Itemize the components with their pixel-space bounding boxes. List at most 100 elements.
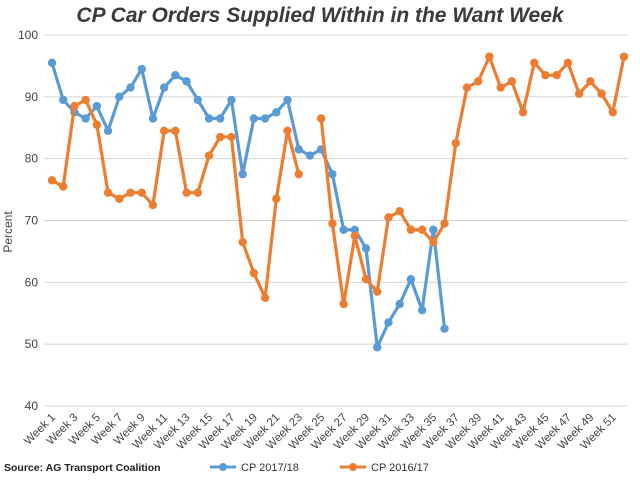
series-cp-2017-18 xyxy=(47,58,449,352)
data-point xyxy=(249,114,259,123)
series-line xyxy=(50,62,447,349)
data-point xyxy=(283,95,292,105)
data-point xyxy=(92,101,102,111)
data-point xyxy=(429,237,438,247)
data-point xyxy=(216,114,225,123)
legend-label: CP 2017/18 xyxy=(241,462,299,474)
data-point xyxy=(361,244,371,253)
data-point xyxy=(137,64,146,74)
data-point xyxy=(193,188,203,197)
data-point xyxy=(204,151,214,160)
data-point xyxy=(182,188,191,197)
data-point xyxy=(395,299,404,309)
data-point xyxy=(272,194,281,204)
data-point xyxy=(216,132,225,142)
data-point xyxy=(70,101,79,111)
series-line xyxy=(319,55,626,306)
data-point xyxy=(260,293,270,302)
data-point xyxy=(171,70,180,80)
data-point xyxy=(574,89,584,98)
y-tick-label: 50 xyxy=(25,337,39,351)
data-point xyxy=(462,83,472,92)
data-point xyxy=(417,305,427,315)
data-point xyxy=(126,188,135,197)
series-cp-2016-17 xyxy=(47,52,629,309)
data-point xyxy=(530,58,539,68)
data-point xyxy=(294,169,303,179)
data-point xyxy=(507,77,517,86)
data-point xyxy=(81,95,90,105)
data-point xyxy=(541,70,550,80)
data-point xyxy=(406,225,416,234)
data-point xyxy=(451,139,460,148)
data-point xyxy=(159,83,169,92)
data-point xyxy=(440,324,449,333)
data-point xyxy=(384,213,393,222)
y-tick-label: 90 xyxy=(25,90,39,104)
source-note: Source: AG Transport Coalition xyxy=(4,462,161,474)
data-point xyxy=(137,188,146,197)
data-point xyxy=(238,237,247,247)
data-point xyxy=(339,299,348,309)
data-point xyxy=(227,132,236,142)
data-point xyxy=(59,95,68,105)
legend-label: CP 2016/17 xyxy=(371,462,429,474)
legend-swatch-marker xyxy=(219,463,227,471)
grid-lines xyxy=(44,34,628,407)
data-point xyxy=(586,77,595,86)
data-point xyxy=(81,114,90,123)
legend: CP 2017/18 CP 2016/17 xyxy=(210,462,429,474)
data-point xyxy=(294,145,303,154)
data-point xyxy=(373,343,382,352)
legend-item: CP 2017/18 xyxy=(210,462,299,474)
data-point xyxy=(328,169,337,179)
y-tick-label: 80 xyxy=(25,152,39,166)
y-tick-label: 100 xyxy=(18,28,38,42)
data-point xyxy=(473,77,483,86)
data-point xyxy=(47,58,57,68)
data-point xyxy=(59,182,68,191)
y-axis-label: Percent xyxy=(1,211,15,253)
y-tick-labels: 40 50 60 70 80 90 100 xyxy=(18,28,38,413)
data-point xyxy=(227,95,236,105)
data-point xyxy=(328,219,337,228)
data-point xyxy=(406,275,416,284)
data-point xyxy=(395,207,404,216)
data-point xyxy=(608,108,617,117)
data-point xyxy=(92,120,102,129)
data-point xyxy=(283,126,292,136)
data-point xyxy=(103,126,113,136)
data-point xyxy=(563,58,573,68)
data-point xyxy=(115,92,124,102)
data-point xyxy=(249,268,259,278)
data-point xyxy=(148,114,158,123)
data-point xyxy=(159,126,169,136)
data-point xyxy=(115,194,124,204)
series-lines xyxy=(47,52,629,352)
data-point xyxy=(260,114,270,123)
data-point xyxy=(339,225,348,234)
data-point xyxy=(619,52,629,61)
y-tick-label: 70 xyxy=(25,214,39,228)
data-point xyxy=(373,287,382,296)
data-point xyxy=(272,108,281,117)
data-point xyxy=(518,108,528,117)
legend-swatch-marker xyxy=(349,463,357,471)
data-point xyxy=(316,114,326,123)
data-point xyxy=(47,176,57,185)
data-point xyxy=(496,83,505,92)
data-point xyxy=(552,70,561,80)
data-point xyxy=(417,225,427,234)
data-point xyxy=(182,77,191,86)
data-point xyxy=(384,318,393,327)
data-point xyxy=(440,219,449,228)
data-point xyxy=(305,151,315,160)
data-point xyxy=(103,188,113,197)
data-point xyxy=(238,169,247,179)
legend-item: CP 2016/17 xyxy=(340,462,429,474)
data-point xyxy=(361,275,371,284)
data-point xyxy=(485,52,494,61)
